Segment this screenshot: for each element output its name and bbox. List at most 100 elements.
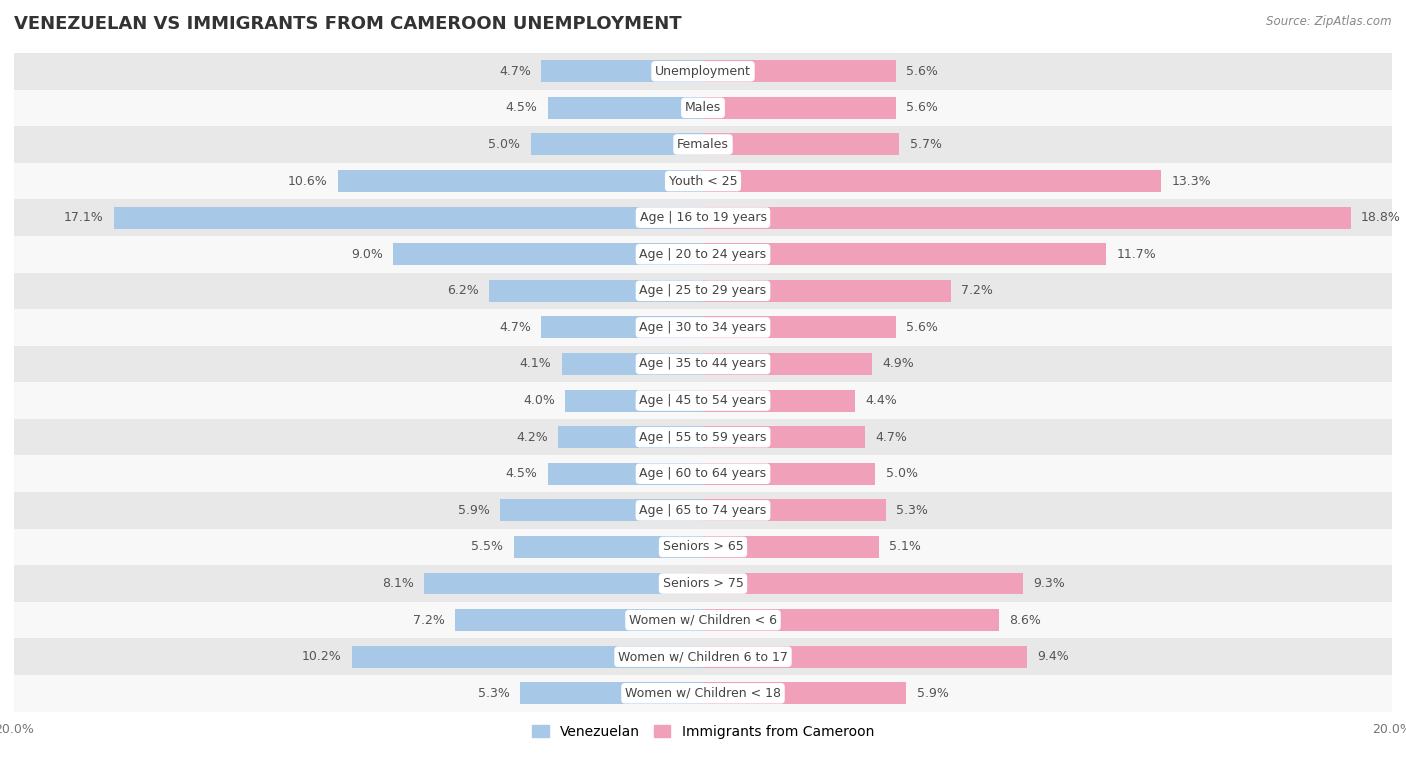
Bar (703, 243, 1107, 265)
Text: Age | 35 to 44 years: Age | 35 to 44 years (640, 357, 766, 370)
Legend: Venezuelan, Immigrants from Cameroon: Venezuelan, Immigrants from Cameroon (526, 719, 880, 744)
Bar (703, 682, 907, 704)
Bar (14, 419, 1392, 456)
Text: 4.5%: 4.5% (506, 101, 537, 114)
Bar (703, 133, 900, 155)
Text: 4.4%: 4.4% (865, 394, 897, 407)
Text: Seniors > 65: Seniors > 65 (662, 540, 744, 553)
Text: 4.7%: 4.7% (499, 321, 531, 334)
Bar (425, 572, 703, 594)
Bar (14, 199, 1392, 236)
Text: 4.2%: 4.2% (516, 431, 548, 444)
Text: 5.3%: 5.3% (896, 504, 928, 517)
Text: Age | 60 to 64 years: Age | 60 to 64 years (640, 467, 766, 480)
Bar (499, 500, 703, 522)
Text: 9.0%: 9.0% (350, 248, 382, 260)
Bar (703, 609, 1000, 631)
Bar (541, 61, 703, 83)
Bar (703, 97, 896, 119)
Text: 7.2%: 7.2% (962, 285, 993, 298)
Bar (703, 536, 879, 558)
Text: Source: ZipAtlas.com: Source: ZipAtlas.com (1267, 15, 1392, 28)
Bar (14, 638, 1392, 675)
Text: 5.0%: 5.0% (886, 467, 918, 480)
Bar (14, 163, 1392, 199)
Bar (14, 456, 1392, 492)
Text: 9.3%: 9.3% (1033, 577, 1066, 590)
Text: 5.3%: 5.3% (478, 687, 510, 699)
Text: Youth < 25: Youth < 25 (669, 175, 737, 188)
Bar (14, 602, 1392, 638)
Text: Females: Females (678, 138, 728, 151)
Bar (14, 126, 1392, 163)
Bar (703, 500, 886, 522)
Bar (703, 353, 872, 375)
Bar (14, 675, 1392, 712)
Bar (703, 646, 1026, 668)
Text: 10.6%: 10.6% (288, 175, 328, 188)
Bar (456, 609, 703, 631)
Text: Age | 65 to 74 years: Age | 65 to 74 years (640, 504, 766, 517)
Text: Unemployment: Unemployment (655, 65, 751, 78)
Text: 13.3%: 13.3% (1171, 175, 1211, 188)
Text: VENEZUELAN VS IMMIGRANTS FROM CAMEROON UNEMPLOYMENT: VENEZUELAN VS IMMIGRANTS FROM CAMEROON U… (14, 15, 682, 33)
Bar (352, 646, 703, 668)
Bar (703, 390, 855, 412)
Bar (14, 53, 1392, 89)
Text: 6.2%: 6.2% (447, 285, 479, 298)
Text: Women w/ Children < 6: Women w/ Children < 6 (628, 614, 778, 627)
Text: 11.7%: 11.7% (1116, 248, 1156, 260)
Bar (703, 572, 1024, 594)
Bar (14, 346, 1392, 382)
Bar (548, 463, 703, 484)
Text: Seniors > 75: Seniors > 75 (662, 577, 744, 590)
Text: 5.6%: 5.6% (907, 321, 938, 334)
Text: Age | 16 to 19 years: Age | 16 to 19 years (640, 211, 766, 224)
Bar (531, 133, 703, 155)
Text: Age | 45 to 54 years: Age | 45 to 54 years (640, 394, 766, 407)
Text: 4.1%: 4.1% (520, 357, 551, 370)
Bar (14, 89, 1392, 126)
Bar (14, 382, 1392, 419)
Text: 17.1%: 17.1% (63, 211, 104, 224)
Text: Age | 55 to 59 years: Age | 55 to 59 years (640, 431, 766, 444)
Bar (562, 353, 703, 375)
Text: 4.5%: 4.5% (506, 467, 537, 480)
Bar (548, 97, 703, 119)
Bar (14, 273, 1392, 309)
Bar (565, 390, 703, 412)
Bar (703, 426, 865, 448)
Bar (14, 309, 1392, 346)
Text: 4.7%: 4.7% (875, 431, 907, 444)
Bar (489, 280, 703, 302)
Bar (392, 243, 703, 265)
Text: 10.2%: 10.2% (301, 650, 342, 663)
Text: 5.7%: 5.7% (910, 138, 942, 151)
Text: 5.5%: 5.5% (471, 540, 503, 553)
Text: Age | 25 to 29 years: Age | 25 to 29 years (640, 285, 766, 298)
Text: Age | 30 to 34 years: Age | 30 to 34 years (640, 321, 766, 334)
Bar (14, 492, 1392, 528)
Bar (558, 426, 703, 448)
Text: 4.7%: 4.7% (499, 65, 531, 78)
Text: 7.2%: 7.2% (413, 614, 444, 627)
Text: 5.6%: 5.6% (907, 101, 938, 114)
Bar (337, 170, 703, 192)
Text: Women w/ Children < 18: Women w/ Children < 18 (626, 687, 780, 699)
Bar (703, 316, 896, 338)
Text: 5.6%: 5.6% (907, 65, 938, 78)
Bar (14, 565, 1392, 602)
Text: 8.1%: 8.1% (382, 577, 413, 590)
Bar (520, 682, 703, 704)
Bar (703, 61, 896, 83)
Text: Males: Males (685, 101, 721, 114)
Bar (703, 463, 875, 484)
Bar (114, 207, 703, 229)
Bar (513, 536, 703, 558)
Bar (14, 528, 1392, 565)
Text: 5.1%: 5.1% (889, 540, 921, 553)
Text: 5.9%: 5.9% (917, 687, 949, 699)
Text: 18.8%: 18.8% (1361, 211, 1400, 224)
Text: 4.0%: 4.0% (523, 394, 555, 407)
Text: 9.4%: 9.4% (1038, 650, 1069, 663)
